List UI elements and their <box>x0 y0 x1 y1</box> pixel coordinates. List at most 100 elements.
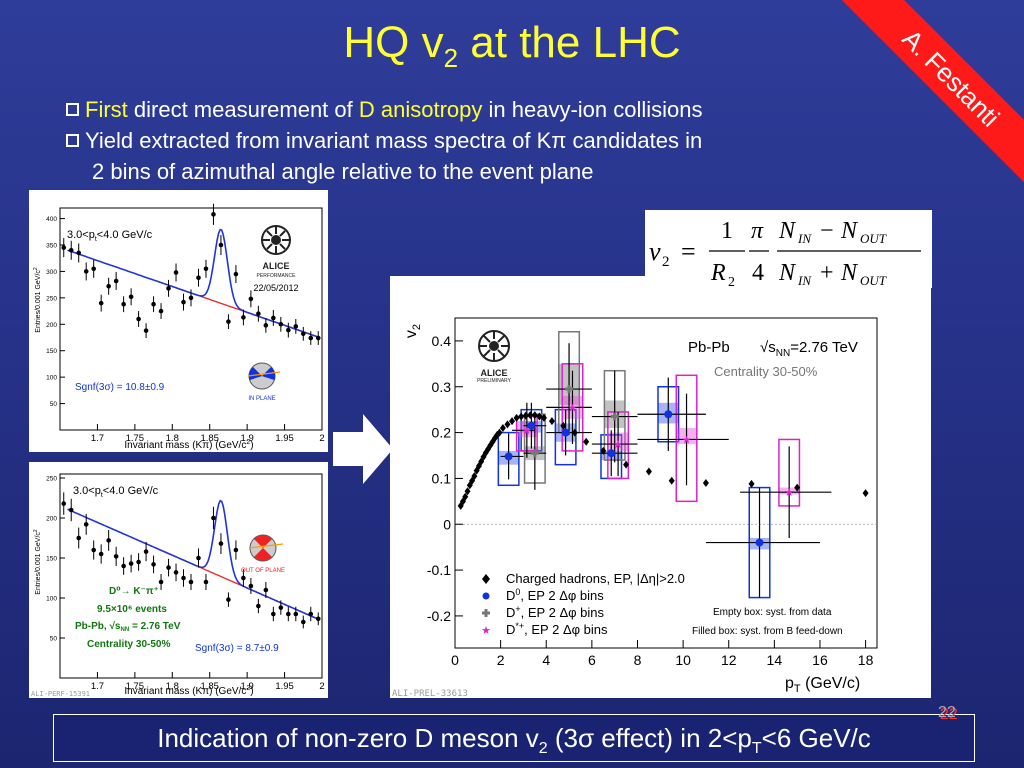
mass-point <box>315 616 321 622</box>
outplane-watermark: ALI-PERF-15391 <box>31 690 90 698</box>
mass-point <box>113 554 119 559</box>
title-rest: at the LHC <box>458 18 681 67</box>
hadron-point <box>548 417 555 426</box>
hadron-point <box>494 430 501 439</box>
mass-point <box>113 278 119 284</box>
x-tick-label: 16 <box>812 652 828 668</box>
mass-point <box>136 316 141 322</box>
formula-num-n1: N <box>778 218 797 244</box>
y-tick-label: -0.1 <box>427 562 451 578</box>
mass-point <box>151 562 156 567</box>
outplane-ylabel: Entries/0.001 GeV/c2 <box>33 529 42 595</box>
mass-point <box>263 587 269 593</box>
hadron-point <box>668 476 675 485</box>
mass-point <box>271 315 276 321</box>
mass-point <box>166 286 171 291</box>
y-tick-label: 50 <box>50 401 58 408</box>
legend: Charged hadrons, EP, |Δη|>2.0 D0, EP 2 Δ… <box>481 571 685 637</box>
x-tick-label: 1.8 <box>166 433 179 444</box>
hadron-point <box>496 428 503 437</box>
mass-point <box>151 301 156 307</box>
hadron-point <box>862 489 869 498</box>
y-tick-label: 150 <box>46 348 57 355</box>
x-tick-label: 1.9 <box>241 681 254 692</box>
mass-point <box>203 266 209 272</box>
bullet-2: Yield extracted from invariant mass spec… <box>66 125 946 156</box>
inplane-significance: Sgnf(3σ) = 10.8±0.9 <box>75 382 165 393</box>
v2-chart: -0.2 -0.1 0 0.1 0.2 0.3 0.4 0 2 4 6 8 10 12 14 16 18 ★ ★… <box>392 317 878 698</box>
mass-point <box>136 559 141 565</box>
dplus-point <box>565 385 574 394</box>
v2-xlabel: pT (GeV/c) <box>785 675 860 695</box>
event-count: 9.5×10⁶ events <box>97 604 167 615</box>
mass-point <box>121 301 126 307</box>
mass-point <box>248 296 254 302</box>
hadron-point <box>485 445 492 454</box>
page-number: 22 22 <box>938 704 958 723</box>
hadron-point <box>471 472 478 481</box>
hadron-point <box>504 420 511 429</box>
outplane-significance: Sgnf(3σ) = 8.7±0.9 <box>195 643 279 654</box>
plot-date: 22/05/2012 <box>253 283 298 293</box>
formula-one: 1 <box>721 218 733 244</box>
hadron-point <box>491 434 498 443</box>
mass-point <box>211 212 216 217</box>
mass-point <box>106 283 111 289</box>
note-empty-box: Empty box: syst. from data <box>713 607 832 618</box>
data-syst-box <box>675 374 698 503</box>
mass-point <box>68 247 74 253</box>
collision-system: Pb-Pb, √sNN = 2.76 TeV <box>75 621 181 633</box>
x-tick-label: 14 <box>767 652 783 668</box>
mass-point <box>226 319 231 324</box>
mass-point <box>173 270 179 275</box>
x-tick-label: 1.85 <box>200 433 219 444</box>
v2-plot: -0.2 -0.1 0 0.1 0.2 0.3 0.4 0 2 4 6 8 10 12 14 16 18 ★ ★… <box>390 276 931 698</box>
mass-point <box>308 611 314 617</box>
outplane-azimuth-icon <box>248 534 284 562</box>
x-tick-label: 1.7 <box>91 681 104 692</box>
title-sub: 2 <box>443 42 459 73</box>
bullet-1-part-2: direct measurement of <box>127 97 359 122</box>
x-tick-label: 1.7 <box>91 433 104 444</box>
x-tick-label: 2 <box>319 433 324 444</box>
x-tick-label: 0 <box>451 652 459 668</box>
hadron-point <box>522 411 529 420</box>
mass-point <box>98 551 104 557</box>
formula-r-sub: 2 <box>728 275 735 288</box>
mass-point <box>61 501 67 506</box>
mass-point <box>196 555 201 561</box>
alice-logo-text: ALICE <box>263 261 290 271</box>
bullet-box-icon <box>66 103 79 116</box>
y-tick-label: -0.2 <box>427 608 451 624</box>
formula-plus: + <box>820 260 834 286</box>
hadron-point <box>489 437 496 446</box>
slide-title: HQ v2 at the LHC <box>0 18 1024 74</box>
mass-point <box>241 315 246 320</box>
mass-point <box>106 538 111 543</box>
mass-point <box>278 605 284 610</box>
mass-point <box>263 323 269 328</box>
formula-equals: = <box>681 237 696 266</box>
dstar-point: ★ <box>682 434 692 446</box>
mass-point <box>98 300 104 306</box>
y-tick-label: 50 <box>50 636 58 643</box>
inplane-mass-chart: 50 100 150 200 250 300 350 400 1.7 1.75 1.8 1.85 1.… <box>33 203 325 451</box>
hadron-point <box>459 497 466 506</box>
mass-point <box>128 561 134 566</box>
mass-point <box>256 311 261 317</box>
hadron-point <box>473 466 480 475</box>
formula-r: R <box>710 260 726 286</box>
system-label: Pb-Pb <box>688 339 730 356</box>
formula-num-out: OUT <box>860 231 887 246</box>
outplane-pt-range: 3.0<pt<4.0 GeV/c <box>73 485 159 499</box>
mass-point <box>76 250 82 256</box>
hadron-point <box>499 424 506 432</box>
mass-point <box>181 575 186 581</box>
signal-fit-line <box>67 228 318 338</box>
centrality-label: Centrality 30-50% <box>714 364 818 379</box>
formula-four: 4 <box>752 260 764 286</box>
d0-point <box>607 449 616 458</box>
x-tick-label: 18 <box>858 652 874 668</box>
inplane-mass-plot: 50 100 150 200 250 300 350 400 1.7 1.75 1.8 1.85 1.… <box>29 190 328 452</box>
dplus-point <box>530 449 539 458</box>
